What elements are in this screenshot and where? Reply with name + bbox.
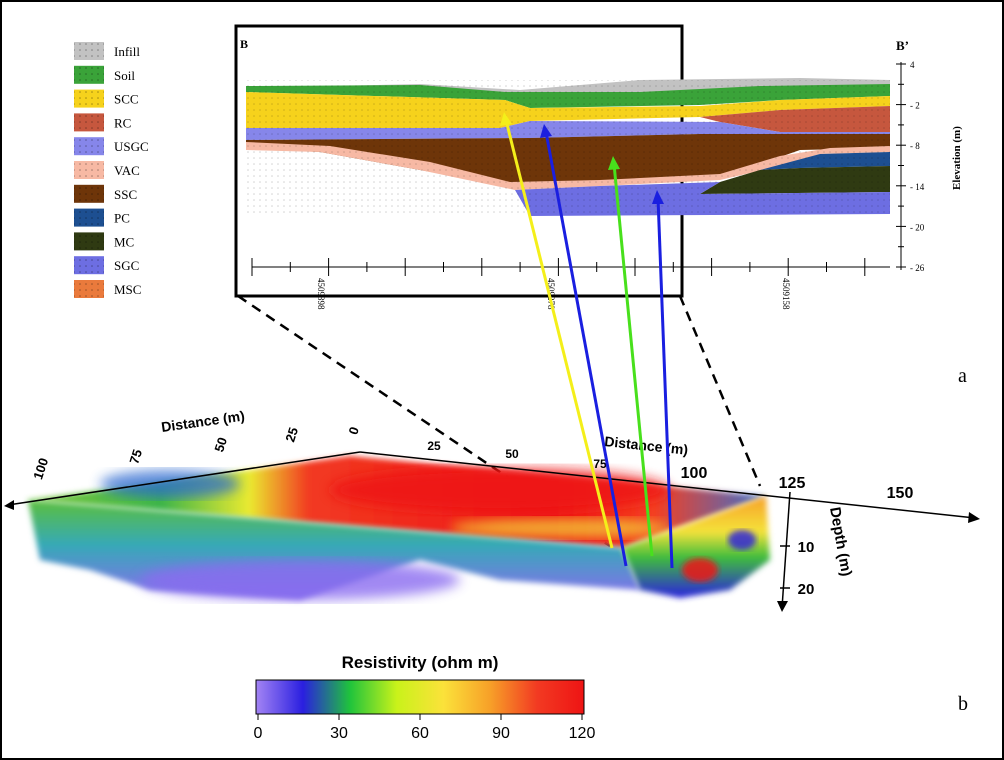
arrow-yellow-head (500, 112, 512, 126)
elevation-tick-label: 4 (910, 60, 915, 70)
arrow-green (612, 163, 654, 557)
zoom-line-right (678, 295, 762, 487)
elevation-axis-label: Elevation (m) (951, 126, 963, 190)
lithology-legend: Infill Soil SCC RC USGC VAC SSC PC MC SGC MSC (74, 42, 149, 298)
legend-label-usgc: USGC (114, 139, 149, 154)
legend-swatch-texture (74, 208, 104, 227)
legend-swatch-texture (74, 137, 104, 156)
elevation-ticks: 4 - 2 - 8 - 14 - 20 - 26 (896, 60, 925, 273)
arrow-blue-1-head (540, 124, 552, 138)
legend-label-msc: MSC (114, 282, 141, 297)
cross-section-panel: B B’ 4509398 4509278 4509158 4 - 2 - 8 - 14… (234, 24, 963, 310)
left-distance-axis (7, 451, 361, 506)
colorbar-ticks: 0 30 60 90 120 (254, 714, 596, 742)
legend-swatch-texture (74, 256, 104, 275)
depth-axis-arrowhead (777, 601, 788, 612)
legend-swatch-texture (74, 113, 104, 132)
correlation-arrows (500, 112, 674, 569)
elevation-tick-label: - 20 (910, 222, 925, 232)
panel-label-a: a (958, 365, 967, 387)
left-axis-tick-label: 75 (126, 447, 145, 465)
right-axis-tick-label: 100 (681, 465, 708, 482)
arrow-yellow (504, 119, 614, 549)
side-face-purple-zone (140, 560, 460, 600)
easting-label-1: 4509398 (316, 278, 326, 310)
legend-label-ssc: SSC (114, 187, 137, 202)
left-axis-tick-label: 50 (211, 435, 230, 453)
legend-label-rc: RC (114, 115, 131, 130)
legend-label-pc: PC (114, 211, 130, 226)
legend-swatch-texture (74, 89, 104, 108)
colorbar-gradient (255, 679, 585, 715)
legend-swatch-texture (74, 42, 104, 60)
colorbar-tick-label: 30 (330, 725, 348, 742)
arrow-green-head (608, 156, 620, 170)
colorbar-tick-label: 90 (492, 725, 510, 742)
resistivity-colorbar: Resistivity (ohm m) 0 30 60 90 120 (254, 653, 596, 742)
section-label-left: B (240, 37, 248, 51)
easting-label-2: 4509278 (546, 278, 556, 310)
colorbar-tick-label: 60 (411, 725, 429, 742)
legend-label-soil: Soil (114, 68, 135, 83)
right-axis-tick-label: 150 (887, 485, 914, 502)
depth-tick-label: 10 (798, 539, 815, 556)
resistivity-block (28, 456, 770, 600)
colorbar-tick-label: 0 (254, 725, 263, 742)
zoom-line-left (237, 294, 611, 548)
right-axis-tick-label: 25 (427, 439, 441, 453)
front-face-red-zone (682, 558, 718, 582)
top-face-yellow-band (450, 518, 670, 538)
legend-swatch-texture (74, 184, 104, 203)
left-axis-arrowhead (4, 500, 14, 510)
legend-swatch-texture (74, 280, 104, 298)
legend-swatch-texture (74, 161, 104, 179)
right-axis-arrowhead (968, 512, 980, 523)
legend-swatch-texture (74, 65, 104, 84)
depth-tick-label: 20 (798, 581, 815, 598)
elevation-tick-label: - 26 (910, 263, 925, 273)
legend-label-scc: SCC (114, 92, 139, 107)
strata-layers (246, 78, 890, 216)
right-axis-tick-label: 50 (505, 447, 519, 461)
right-axis-tick-label: 75 (593, 457, 607, 471)
top-face-red-zone (330, 468, 670, 512)
top-face-blue-zone (100, 470, 240, 498)
left-axis-tick-label: 100 (30, 456, 51, 481)
block-axis-ticks: 100 75 50 25 0 25 50 75 100 125 150 10 20 (30, 425, 913, 598)
legend-label-mc: MC (114, 234, 134, 249)
colorbar-title: Resistivity (ohm m) (342, 653, 499, 672)
legend-label-vac: VAC (114, 163, 140, 178)
elevation-tick-label: - 8 (910, 141, 920, 151)
section-axis-ticks (251, 258, 866, 276)
legend-swatch-texture (74, 232, 104, 251)
layer-texture (246, 80, 890, 216)
legend-label-infill: Infill (114, 44, 140, 59)
arrow-blue-1 (544, 131, 628, 567)
left-axis-tick-label: 25 (282, 425, 301, 443)
easting-label-3: 4509158 (781, 278, 791, 310)
legend-label-sgc: SGC (114, 258, 139, 273)
front-face-blue-zone (728, 530, 756, 550)
elevation-tick-label: - 2 (910, 101, 920, 111)
arrow-blue-2-head (652, 190, 664, 204)
elevation-tick-label: - 14 (910, 182, 925, 192)
right-axis-tick-label: 125 (779, 475, 806, 492)
panel-label-b: b (958, 693, 968, 715)
block-front-face (622, 496, 770, 598)
section-label-right: B’ (896, 38, 909, 53)
left-axis-tick-label: 0 (345, 425, 362, 437)
colorbar-tick-label: 120 (569, 725, 596, 742)
arrow-blue-2 (656, 197, 674, 569)
